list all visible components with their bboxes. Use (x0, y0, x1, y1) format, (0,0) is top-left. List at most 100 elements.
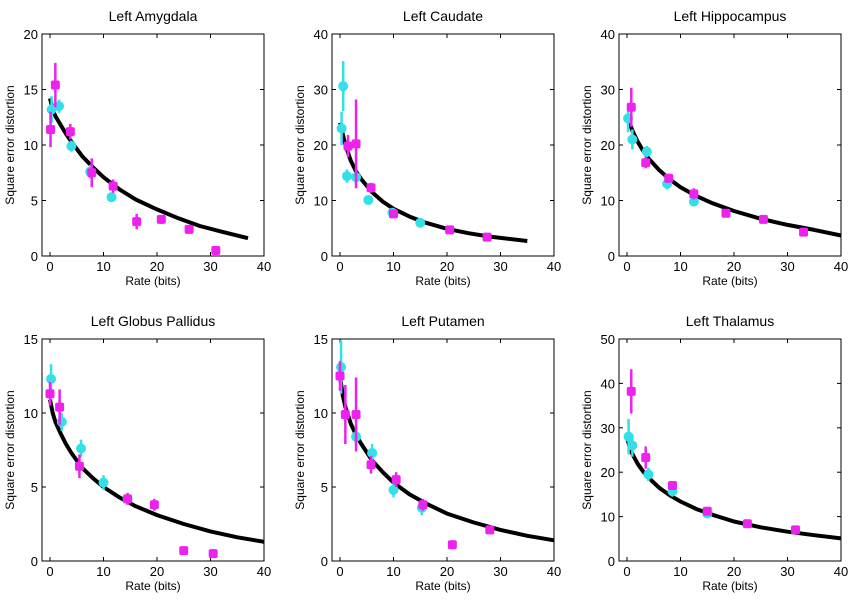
magenta-data-point (74, 461, 84, 471)
magenta-data-point (108, 181, 118, 191)
y-tick-label: 10 (601, 194, 615, 209)
y-tick-label: 0 (31, 554, 38, 569)
fit-curve (48, 399, 265, 544)
y-tick-label: 0 (31, 249, 38, 264)
y-axis-label: Square error distortion (293, 390, 307, 509)
x-tick-label: 0 (46, 564, 53, 579)
cyan-data-point (388, 484, 399, 495)
y-axis-label: Square error distortion (580, 85, 594, 204)
cyan-data-point (338, 81, 349, 92)
y-tick-label: 40 (601, 27, 615, 42)
magenta-data-point (55, 402, 65, 412)
x-tick-label: 20 (150, 259, 164, 274)
y-axis-label: Square error distortion (293, 85, 307, 204)
y-tick-label: 10 (24, 406, 38, 421)
x-axis-label: Rate (bits) (415, 274, 470, 288)
magenta-data-point (335, 371, 345, 381)
magenta-data-point (791, 525, 801, 535)
magenta-data-point (758, 214, 768, 224)
plot-frame (41, 338, 265, 562)
x-tick-label: 40 (547, 259, 561, 274)
panel-title: Left Thalamus (686, 313, 774, 329)
x-tick-label: 10 (386, 259, 400, 274)
magenta-data-point (366, 183, 376, 193)
cyan-data-point (106, 192, 117, 203)
y-tick-label: 5 (321, 480, 328, 495)
x-tick-label: 0 (623, 259, 630, 274)
magenta-data-point (667, 481, 677, 491)
x-axis-label: Rate (bits) (702, 274, 757, 288)
magenta-data-point (156, 214, 166, 224)
magenta-data-point (351, 139, 361, 149)
x-tick-label: 0 (336, 564, 343, 579)
x-tick-label: 20 (440, 259, 454, 274)
y-tick-label: 20 (601, 138, 615, 153)
magenta-data-point (65, 127, 75, 137)
plot-frame (618, 338, 842, 562)
x-axis-label: Rate (bits) (125, 579, 180, 593)
x-tick-label: 10 (96, 564, 110, 579)
y-tick-label: 20 (601, 465, 615, 480)
x-tick-label: 40 (257, 259, 271, 274)
x-axis-label: Rate (bits) (125, 274, 180, 288)
cyan-data-point (341, 171, 352, 182)
magenta-data-point (641, 453, 651, 463)
y-tick-label: 10 (24, 138, 38, 153)
magenta-data-point (46, 124, 56, 134)
fit-curve (625, 113, 842, 238)
magenta-data-point (418, 500, 428, 510)
cyan-data-point (627, 134, 638, 145)
magenta-data-point (184, 224, 194, 234)
y-tick-label: 15 (24, 332, 38, 347)
y-tick-label: 0 (321, 554, 328, 569)
x-tick-label: 10 (673, 564, 687, 579)
cyan-data-point (627, 440, 638, 451)
x-tick-label: 30 (203, 564, 217, 579)
panel-left-thalamus: Left Thalamus 0 10 20 30 40 0 10 20 30 40 50 Rate (b… (580, 313, 848, 593)
magenta-data-point (391, 475, 401, 485)
x-tick-label: 20 (727, 564, 741, 579)
y-tick-label: 10 (314, 194, 328, 209)
magenta-data-point (702, 506, 712, 516)
y-tick-label: 30 (601, 421, 615, 436)
x-tick-label: 0 (46, 259, 53, 274)
x-axis-label: Rate (bits) (415, 579, 470, 593)
y-axis-label: Square error distortion (3, 390, 17, 509)
panel-left-hippocampus: Left Hippocampus 0 10 20 30 40 0 10 20 30 40 Rate (… (580, 8, 848, 288)
magenta-data-point (366, 460, 376, 470)
magenta-data-point (50, 80, 60, 90)
cyan-data-point (66, 141, 77, 152)
x-tick-label: 0 (336, 259, 343, 274)
y-tick-label: 50 (601, 332, 615, 347)
y-tick-label: 30 (314, 83, 328, 98)
magenta-data-point (211, 245, 221, 255)
magenta-data-point (445, 225, 455, 235)
y-tick-label: 40 (314, 27, 328, 42)
magenta-data-point (123, 494, 133, 504)
y-tick-label: 10 (601, 510, 615, 525)
y-axis-label: Square error distortion (580, 390, 594, 509)
cyan-data-point (76, 443, 87, 454)
magenta-data-point (343, 141, 353, 151)
cyan-data-point (46, 373, 57, 384)
plot-frame (618, 33, 842, 257)
x-tick-label: 0 (623, 564, 630, 579)
cyan-data-point (363, 194, 374, 205)
y-tick-label: 15 (314, 332, 328, 347)
magenta-data-point (208, 549, 218, 559)
x-tick-label: 20 (440, 564, 454, 579)
magenta-data-point (689, 189, 699, 199)
x-tick-label: 10 (386, 564, 400, 579)
panel-title: Left Caudate (403, 8, 483, 24)
magenta-data-point (447, 540, 457, 550)
y-tick-label: 30 (601, 83, 615, 98)
y-axis-label: Square error distortion (3, 85, 17, 204)
magenta-data-point (626, 102, 636, 112)
panel-title: Left Globus Pallidus (91, 313, 216, 329)
magenta-data-point (485, 525, 495, 535)
y-tick-label: 0 (608, 554, 615, 569)
magenta-data-point (87, 168, 97, 178)
y-tick-label: 0 (321, 249, 328, 264)
